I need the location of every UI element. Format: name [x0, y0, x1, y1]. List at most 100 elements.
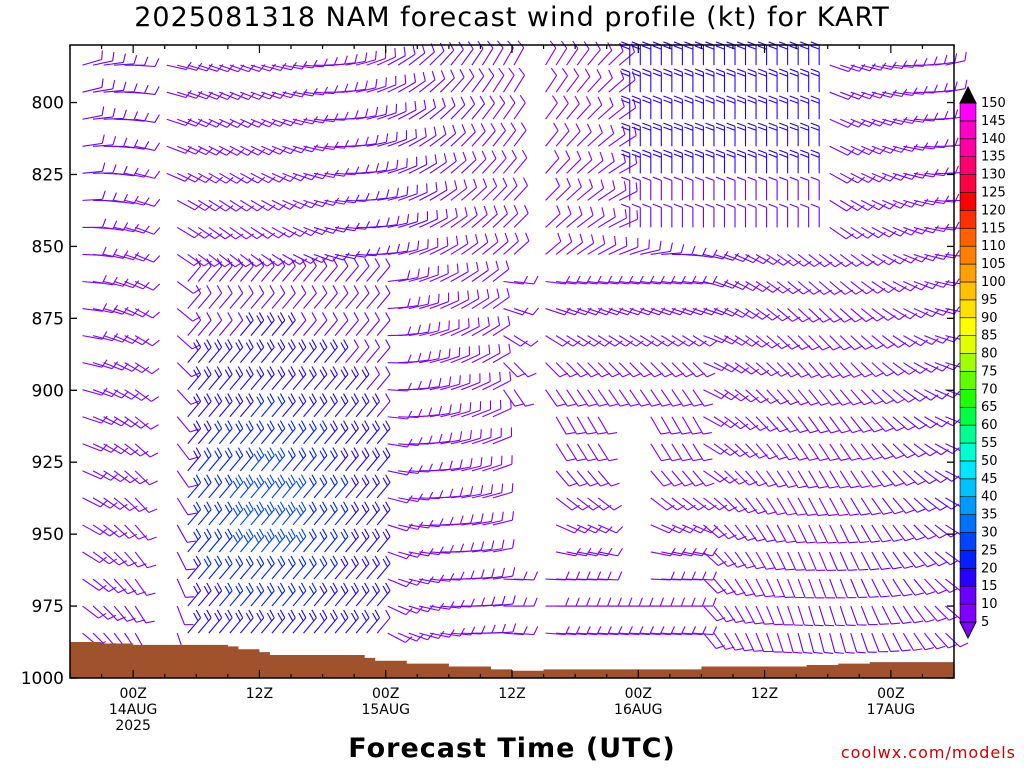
barb-shaft: [240, 199, 258, 212]
wind-barb: [197, 501, 212, 526]
barb-shaft: [692, 443, 705, 462]
barb-shaft: [135, 172, 155, 179]
barb-shaft: [219, 226, 236, 240]
barb-shaft: [597, 77, 613, 93]
wind-barb: [356, 106, 379, 120]
barb-shaft: [545, 75, 558, 93]
wind-barb: [461, 289, 480, 310]
barb-shaft: [366, 455, 380, 472]
barb-shaft: [292, 226, 312, 237]
barb-feather: [663, 72, 673, 77]
barb-feather: [374, 258, 381, 267]
barb-shaft: [808, 578, 817, 599]
barb-shaft: [650, 524, 670, 534]
wind-barb: [694, 203, 704, 228]
barb-feather: [133, 167, 139, 177]
barb-shaft: [218, 401, 233, 418]
barb-feather: [343, 420, 349, 429]
barb-feather: [108, 558, 118, 565]
barb-shaft: [576, 131, 592, 147]
wind-barb: [892, 87, 918, 96]
wind-barb: [839, 226, 865, 240]
barb-feather: [225, 177, 234, 184]
barb-feather: [849, 541, 859, 544]
barb-feather: [300, 609, 307, 619]
barb-feather: [779, 99, 788, 104]
barb-shaft: [882, 91, 902, 98]
wind-barb: [345, 447, 359, 472]
barb-shaft: [587, 443, 599, 462]
barb-shaft: [292, 199, 312, 209]
barb-feather: [322, 447, 328, 456]
wind-barb: [787, 389, 810, 406]
barb-feather: [659, 626, 665, 635]
barb-feather: [308, 369, 315, 378]
wind-barb: [324, 609, 338, 634]
barb-shaft: [324, 199, 345, 205]
barb-shaft: [124, 524, 139, 540]
barb-feather: [237, 420, 244, 429]
wind-barb: [82, 470, 108, 480]
barb-feather: [480, 541, 485, 551]
barb-feather: [744, 649, 754, 652]
barb-feather: [353, 582, 359, 592]
barb-shaft: [229, 145, 248, 156]
wind-barb: [355, 50, 377, 66]
wind-barb: [597, 152, 615, 174]
barb-feather: [480, 597, 486, 607]
barb-shaft: [324, 292, 338, 309]
barb-shaft: [166, 172, 186, 182]
barb-feather: [652, 126, 662, 131]
barb-shaft: [292, 118, 313, 125]
barb-feather: [726, 122, 736, 127]
barb-feather: [332, 555, 338, 564]
barb-feather: [364, 312, 370, 321]
wind-barb: [850, 470, 871, 489]
wind-barb: [768, 68, 778, 93]
barb-shaft: [250, 346, 265, 364]
wind-barb: [808, 632, 823, 654]
wind-barb: [619, 238, 639, 255]
barb-shaft: [503, 185, 518, 201]
barb-feather: [329, 558, 336, 568]
barb-feather: [434, 154, 438, 164]
barb-feather: [785, 568, 795, 571]
barb-shaft: [239, 374, 254, 391]
barb-shaft: [197, 509, 212, 526]
barb-feather: [819, 457, 829, 462]
barb-shaft: [871, 497, 884, 515]
barb-feather: [617, 597, 622, 607]
wind-barb: [715, 176, 726, 201]
barb-shaft: [860, 254, 879, 266]
barb-shaft: [292, 563, 307, 580]
wind-barb: [250, 285, 265, 309]
wind-barb: [576, 497, 601, 511]
wind-barb: [705, 122, 715, 147]
barb-feather: [361, 504, 367, 513]
barb-feather: [203, 531, 210, 540]
wind-barb: [776, 605, 794, 626]
wind-barb: [345, 285, 359, 309]
barb-feather: [775, 568, 785, 571]
barb-shaft: [555, 158, 571, 174]
wind-barb: [705, 203, 715, 228]
barb-feather: [288, 231, 297, 238]
barb-feather: [424, 127, 427, 137]
barb-feather: [279, 474, 286, 483]
barb-shaft: [755, 524, 768, 543]
barb-feather: [454, 180, 458, 190]
wind-barb: [261, 312, 275, 336]
wind-barb: [250, 63, 276, 72]
barb-shaft: [503, 389, 516, 407]
wind-barb: [618, 182, 638, 201]
wind-barb: [734, 362, 760, 375]
barb-feather: [322, 582, 328, 592]
wind-barb: [429, 42, 445, 66]
wind-barb: [715, 95, 726, 120]
barb-feather: [593, 340, 602, 347]
barb-feather: [248, 555, 254, 564]
wind-barb: [292, 555, 307, 580]
barb-shaft: [387, 524, 407, 532]
wind-barb: [566, 389, 587, 407]
barb-feather: [405, 607, 413, 615]
